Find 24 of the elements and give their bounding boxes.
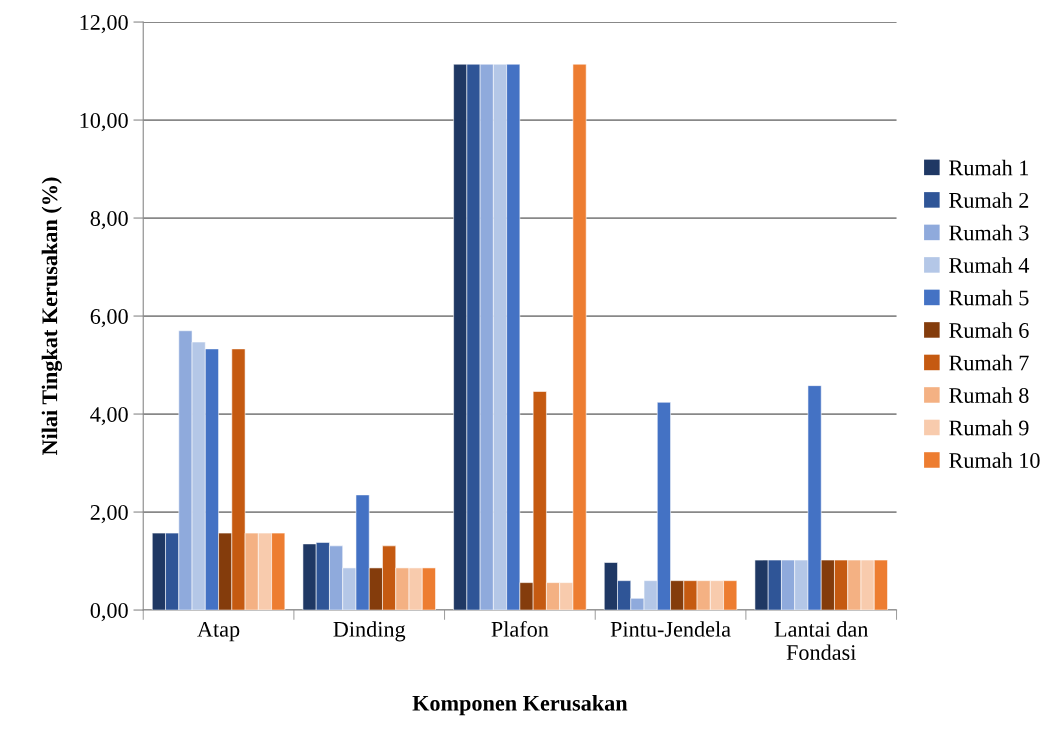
x-tick-label: Lantai dan Fondasi <box>774 621 869 661</box>
y-axis-title: Nilai Tingkat Kerusakan (%) <box>41 177 62 456</box>
legend-label: Rumah 6 <box>949 322 1029 338</box>
y-tick-label: 0,00 <box>90 602 128 622</box>
x-axis-title: Komponen Kerusakan <box>412 695 628 716</box>
legend-label: Rumah 7 <box>949 354 1029 371</box>
legend-label: Rumah 10 <box>949 452 1040 468</box>
y-tick-label: 6,00 <box>90 308 128 328</box>
x-tick-label: Plafon <box>491 620 549 637</box>
x-tick-label: Atap <box>197 621 240 642</box>
legend-label: Rumah 8 <box>949 387 1029 403</box>
y-tick-label: 8,00 <box>90 210 128 230</box>
y-tick-label: 12,00 <box>80 14 128 34</box>
y-tick-label: 2,00 <box>90 504 128 524</box>
y-tick-label: 10,00 <box>80 112 128 132</box>
legend-label: Rumah 5 <box>949 289 1029 306</box>
x-tick-label: Dinding <box>333 621 406 642</box>
x-tick-label: Pintu-Jendela <box>610 621 731 637</box>
y-tick-label: 4,00 <box>90 406 128 426</box>
legend-label: Rumah 1 <box>949 159 1029 176</box>
legend-label: Rumah 9 <box>949 419 1029 436</box>
legend-label: Rumah 4 <box>949 257 1030 273</box>
legend-label: Rumah 3 <box>949 224 1029 241</box>
legend-label: Rumah 2 <box>949 192 1029 208</box>
